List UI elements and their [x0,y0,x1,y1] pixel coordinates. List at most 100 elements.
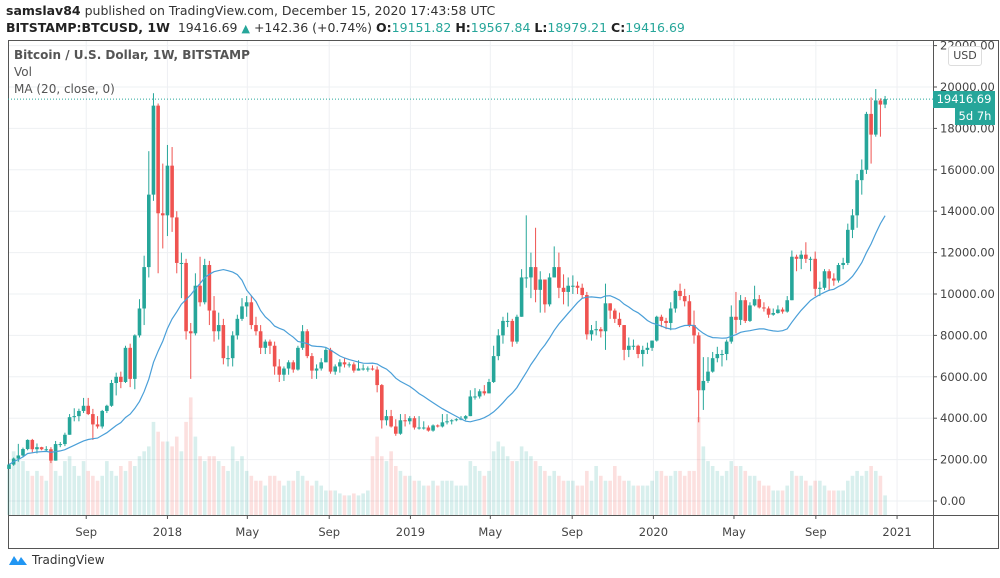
candle [58,442,63,448]
candle-body [855,180,859,216]
symbol: BITSTAMP:BTCUSD, 1W [6,20,170,35]
time-tick-label: Sep [318,525,340,539]
high-value: 19567.84 [470,20,531,35]
candle [179,252,184,299]
candle [622,325,626,361]
candle-body [207,265,212,311]
candle-body [617,318,622,326]
candle-body [249,302,254,326]
candle-body [86,405,91,415]
volume-bar [380,456,384,515]
volume-bar [207,456,212,515]
candle [235,314,240,340]
volume-bar [617,475,622,515]
candle-body [873,100,878,135]
candle [636,344,640,359]
legend-title[interactable]: Bitcoin / U.S. Dollar, 1W, BITSTAMP [14,48,250,62]
candle [123,345,128,384]
volume-bar [743,470,748,515]
candle [342,358,347,368]
candle [240,298,244,321]
candle-body [342,362,347,365]
candle-body [67,417,72,435]
candle [221,318,226,365]
candle [49,447,53,464]
candle [519,269,524,317]
candle-body [487,381,491,394]
legend-volume[interactable]: Vol [14,65,32,79]
currency-button[interactable]: USD [948,46,982,66]
volume-bar [813,480,817,515]
candle [352,362,356,373]
candle-body [230,335,235,359]
candle [799,250,803,270]
volume-bar [342,495,347,515]
volume-bar [123,470,128,515]
candle [151,93,156,201]
candle-body [198,285,202,303]
candle-body [589,330,594,335]
candle-body [580,287,584,296]
author-name[interactable]: samslav84 [6,3,81,18]
volume-bar [67,456,72,515]
candle-body [137,308,142,336]
candle-body [435,425,440,427]
chart-frame [8,40,999,549]
candle [398,414,403,435]
candle [603,283,608,350]
candle-body [505,320,510,322]
candle [650,340,654,351]
candle-body [44,449,49,451]
candle-body [338,362,342,367]
candle-body [836,265,841,281]
candle [729,305,734,344]
volume-bar [710,466,715,515]
volume-bar [445,480,449,515]
candle [822,269,827,290]
candle [585,291,589,340]
candle-body [328,349,333,372]
candle-body [547,277,552,305]
candle-body [626,345,631,350]
candle-body [384,416,389,421]
volume-bar [664,475,668,515]
candle [226,345,230,367]
candle-body [533,267,538,290]
price-tick-label: 16000.00 [940,163,995,177]
volume-bar [836,490,841,515]
candle [393,419,398,436]
footer-logo[interactable]: TradingView [8,553,105,567]
candle-body [757,299,762,308]
candle [771,308,776,316]
candle-body [300,331,305,348]
candle [272,341,277,375]
volume-bar [687,470,692,515]
candle-body [869,113,873,135]
candle-body [310,356,314,371]
volume-bar [230,446,235,515]
candle-body [77,410,81,417]
candle-body [174,217,179,263]
volume-bar [496,441,501,515]
candle [300,325,305,350]
volume-bar [244,470,249,515]
candle [477,389,482,399]
candle-body [454,419,459,421]
candle-body [515,316,519,342]
candle-body [114,376,118,384]
time-tick-label: 2018 [153,525,182,539]
volume-bar [766,485,771,515]
candle [333,364,337,375]
candle-body [524,277,529,279]
volume-bar [184,421,188,515]
volume-bar [235,461,240,515]
candle-body [850,215,855,230]
candle [86,397,91,416]
legend-ma[interactable]: MA (20, close, 0) [14,82,115,96]
candle [766,306,771,318]
candle-body [109,383,114,406]
open-label: O: [376,20,392,35]
candle-body [147,194,151,268]
volume-bar [645,485,650,515]
